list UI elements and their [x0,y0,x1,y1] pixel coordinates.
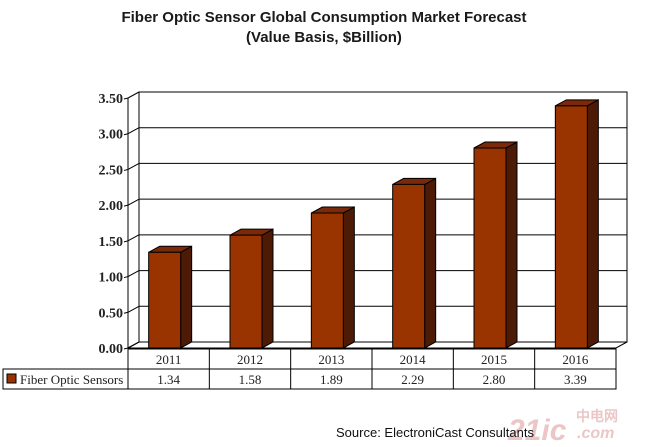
chart-subtitle: (Value Basis, $Billion) [246,29,402,46]
table-data-row [2,368,617,390]
bar-front [554,105,588,349]
y-tick-mark [123,347,129,350]
legend-swatch [6,373,17,384]
bar-side [180,245,193,349]
gridlines [127,91,627,349]
y-tick-label: 1.50 [99,235,124,250]
chart-title: Fiber Optic Sensor Global Consumption Ma… [121,9,526,26]
bar-2013 [310,206,355,349]
y-tick-label: 1.00 [99,271,124,286]
y-tick-label: 0.00 [99,342,124,357]
x-tick-label: 2012 [237,352,263,367]
watermark-cn: 中电网 [576,408,618,424]
gridline-diagonal [127,341,140,349]
data-label: 1.89 [320,372,343,387]
watermark: 21ic 中电网 .com [507,408,618,447]
gridline-diagonal [127,127,140,135]
data-table: 2011 1.34 2012 1.58 2013 1.89 2014 2.29 2015 2.80… [2,348,617,390]
x-tick-label: 2013 [318,352,344,367]
y-tick-mark [123,240,129,243]
bar-2016 [554,99,599,349]
back-wall [138,91,628,343]
bar-2012 [229,228,274,349]
y-tick-label: 3.00 [99,128,124,143]
data-label: 3.39 [564,372,587,387]
gridline-diagonal [127,234,140,242]
y-tick-label: 0.50 [99,306,124,321]
y-tick-mark [123,204,129,207]
x-tick-label: 2016 [562,352,589,367]
bar-2015 [473,141,518,349]
y-tick-label: 2.00 [99,199,124,214]
bar-side [261,228,274,349]
y-tick-label: 2.50 [99,163,124,178]
data-label: 1.34 [157,372,180,387]
data-label: 2.29 [401,372,424,387]
data-label: 2.80 [483,372,506,387]
bar-2011 [148,245,193,349]
bar-side [505,141,518,349]
data-label: 1.58 [239,372,262,387]
bar-front [229,234,263,349]
y-tick-mark [123,168,129,171]
y-tick-label: 3.50 [99,92,124,107]
bar-front [310,212,344,349]
bar-side [342,206,355,349]
floor [127,341,628,349]
y-tick-mark [123,97,129,100]
bar-side [586,99,599,349]
legend-label: Fiber Optic Sensors [20,372,123,387]
source-note: Source: ElectroniCast Consultants [336,425,534,440]
watermark-sub: .com [577,425,614,442]
gridline-diagonal [127,270,140,278]
bar-side [424,177,437,349]
bars [148,99,599,349]
x-tick-label: 2014 [400,352,427,367]
bar-front [392,183,426,349]
gridline-diagonal [127,198,140,206]
bar-2014 [392,177,437,349]
y-tick-mark [123,133,129,136]
gridline-diagonal [127,91,140,99]
x-tick-label: 2015 [481,352,507,367]
bar-front [473,147,507,349]
plot-walls [127,91,628,349]
gridline-diagonal [127,162,140,170]
bar-front [148,251,182,349]
x-tick-label: 2011 [156,352,182,367]
y-tick-mark [123,311,129,314]
watermark-main: 21ic [507,414,567,447]
gridline-diagonal [127,305,140,313]
y-tick-mark [123,276,129,279]
y-axis-ticks: 0.00 0.50 1.00 1.50 2.00 2.50 3.00 3.50 [99,92,129,357]
